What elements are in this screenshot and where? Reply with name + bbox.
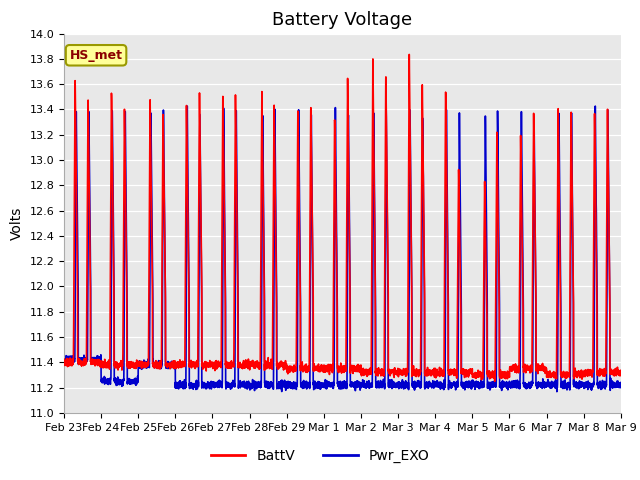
Text: HS_met: HS_met [70,49,123,62]
Y-axis label: Volts: Volts [10,206,24,240]
Title: Battery Voltage: Battery Voltage [273,11,412,29]
Legend: BattV, Pwr_EXO: BattV, Pwr_EXO [205,443,435,468]
